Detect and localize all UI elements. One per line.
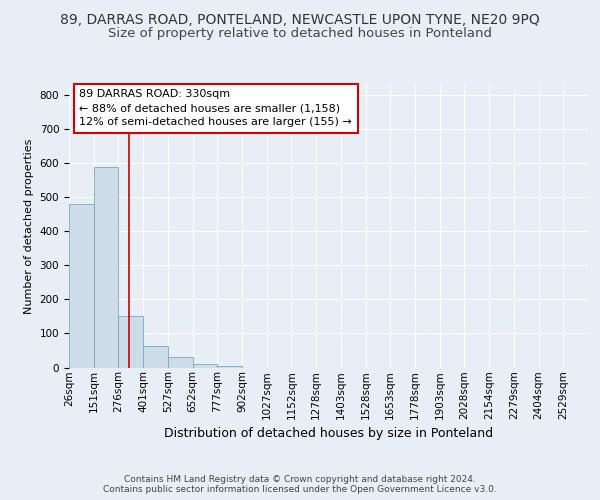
Bar [69, 204, 94, 368]
Bar [217, 366, 242, 368]
Bar [168, 358, 193, 368]
Bar [94, 166, 118, 368]
Y-axis label: Number of detached properties: Number of detached properties [24, 138, 34, 314]
Bar [118, 316, 143, 368]
Bar [143, 346, 168, 368]
Text: Contains public sector information licensed under the Open Government Licence v3: Contains public sector information licen… [103, 485, 497, 494]
Text: 89 DARRAS ROAD: 330sqm
← 88% of detached houses are smaller (1,158)
12% of semi-: 89 DARRAS ROAD: 330sqm ← 88% of detached… [79, 89, 352, 127]
X-axis label: Distribution of detached houses by size in Ponteland: Distribution of detached houses by size … [164, 428, 493, 440]
Text: Size of property relative to detached houses in Ponteland: Size of property relative to detached ho… [108, 28, 492, 40]
Bar [193, 364, 217, 368]
Text: Contains HM Land Registry data © Crown copyright and database right 2024.: Contains HM Land Registry data © Crown c… [124, 475, 476, 484]
Text: 89, DARRAS ROAD, PONTELAND, NEWCASTLE UPON TYNE, NE20 9PQ: 89, DARRAS ROAD, PONTELAND, NEWCASTLE UP… [60, 12, 540, 26]
